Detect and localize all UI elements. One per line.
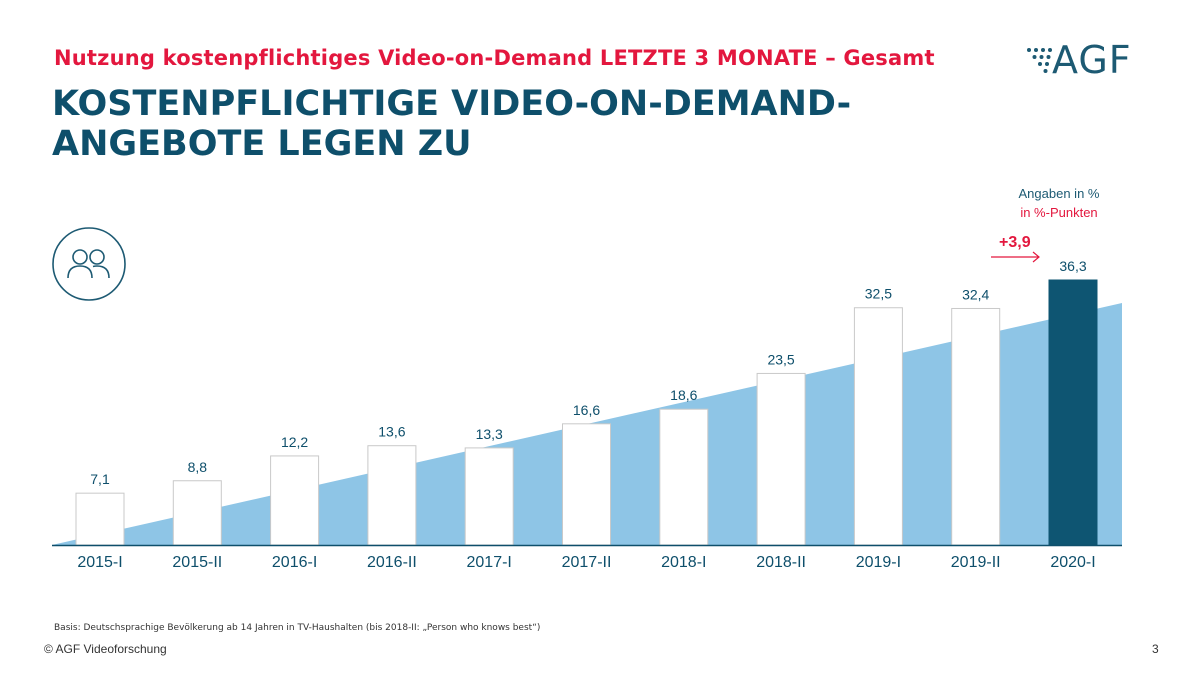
bar-2016-II — [367, 445, 417, 546]
tick-label-2017-II: 2017-II — [562, 554, 612, 571]
value-label-2017-I: 13,3 — [476, 426, 503, 442]
page-title: KOSTENPFLICHTIGE VIDEO-ON-DEMAND- ANGEBO… — [52, 84, 952, 164]
value-label-2016-II: 13,6 — [378, 424, 405, 440]
tick-label-2019-II: 2019-II — [951, 554, 1001, 571]
tick-label-2016-I: 2016-I — [272, 554, 317, 571]
delta-label: +3,9 — [999, 234, 1031, 251]
tick-label-2015-I: 2015-I — [77, 554, 122, 571]
agf-logo-icon — [1027, 48, 1052, 73]
page-number: 3 — [1152, 642, 1159, 656]
legend-percent-label: Angaben in % — [1018, 186, 1100, 201]
value-label-2017-II: 16,6 — [573, 402, 600, 418]
tick-label-2018-II: 2018-II — [756, 554, 806, 571]
legend-box: Angaben in % in %-Punkten — [990, 184, 1128, 222]
tick-label-2019-I: 2019-I — [856, 554, 901, 571]
tick-label-2016-II: 2016-II — [367, 554, 417, 571]
bar-2020-I — [1048, 279, 1098, 546]
value-label-2018-I: 18,6 — [670, 387, 697, 403]
bar-2017-I — [464, 447, 514, 546]
tick-label-2017-I: 2017-I — [467, 554, 512, 571]
tick-label-2020-I: 2020-I — [1050, 554, 1095, 571]
tick-label-2018-I: 2018-I — [661, 554, 706, 571]
value-label-2019-I: 32,5 — [865, 286, 892, 302]
bar-2019-II — [951, 307, 1001, 546]
page-title-line-2: ANGEBOTE LEGEN ZU — [52, 124, 472, 164]
footnote: Basis: Deutschsprachige Bevölkerung ab 1… — [54, 623, 541, 633]
people-group-icon — [52, 227, 126, 301]
bar-2019-I — [853, 307, 903, 546]
value-label-2015-I: 7,1 — [90, 471, 110, 487]
page-title-line-1: KOSTENPFLICHTIGE VIDEO-ON-DEMAND- — [52, 84, 852, 124]
bar-2017-II — [562, 423, 611, 546]
value-label-2015-II: 8,8 — [188, 459, 208, 475]
legend-points-label: in %-Punkten — [1020, 205, 1098, 220]
bar-2018-I — [659, 408, 709, 546]
value-label-2016-I: 12,2 — [281, 434, 308, 450]
arrow-right-icon — [991, 251, 1040, 263]
value-label-2019-II: 32,4 — [962, 286, 989, 302]
copyright: © AGF Videoforschung — [44, 642, 167, 656]
bar-2016-I — [270, 455, 320, 546]
supertitle: Nutzung kostenpflichtiges Video-on-Deman… — [54, 46, 935, 70]
bar-2015-II — [172, 480, 222, 546]
logo-text: AGF — [1052, 38, 1132, 82]
value-label-2020-I: 36,3 — [1059, 258, 1086, 274]
bar-2018-II — [756, 372, 806, 546]
value-label-2018-II: 23,5 — [767, 351, 794, 367]
tick-label-2015-II: 2015-II — [172, 554, 222, 571]
bar-2015-I — [75, 492, 125, 546]
